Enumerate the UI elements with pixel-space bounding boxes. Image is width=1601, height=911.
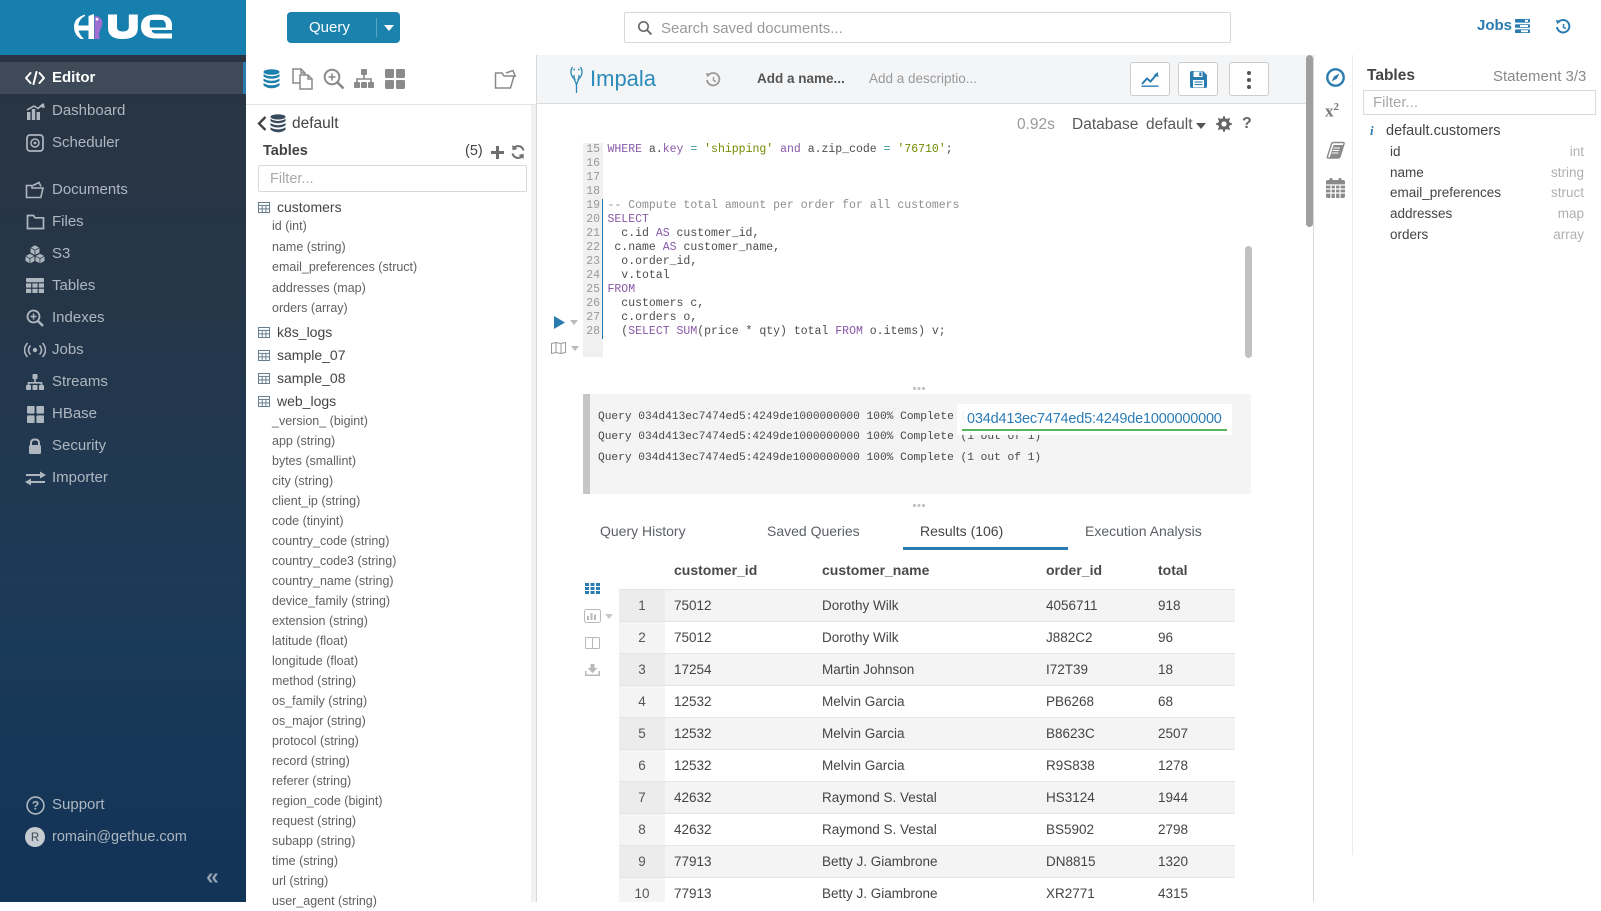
svg-text:R: R <box>31 832 39 844</box>
svg-text:?: ? <box>31 798 38 812</box>
